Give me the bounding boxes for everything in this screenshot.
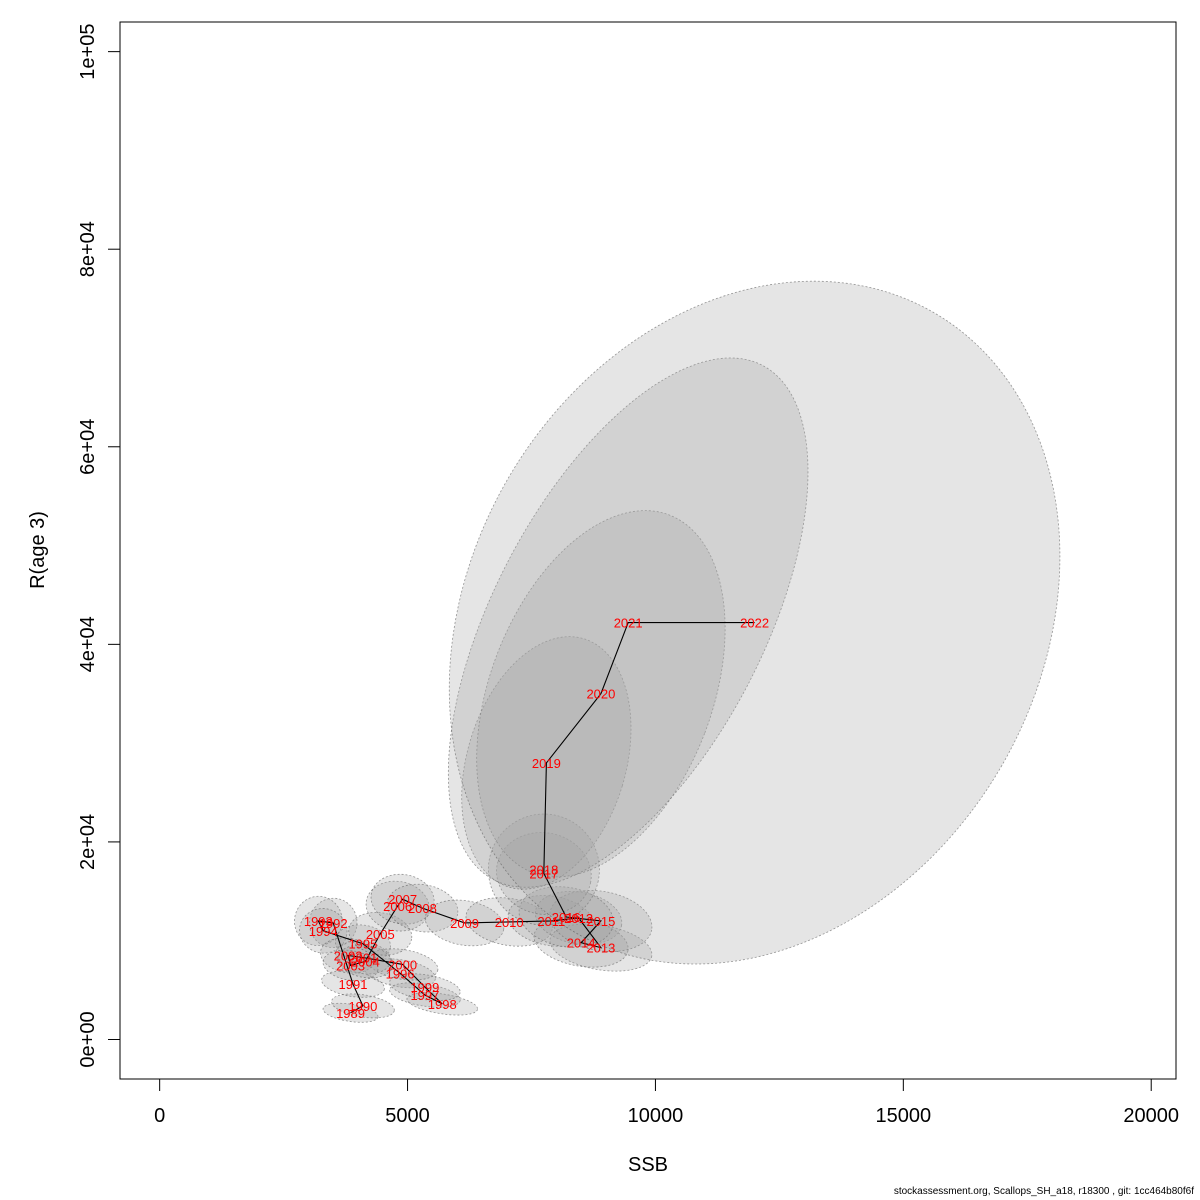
- year-label-2020: 2020: [586, 687, 615, 702]
- year-label-2007: 2007: [388, 892, 417, 907]
- y-tick-label: 0e+00: [77, 1011, 99, 1067]
- year-label-2005: 2005: [366, 927, 395, 942]
- x-axis: 0 5000 10000 15000 20000: [154, 1078, 1179, 1127]
- year-label-2013: 2013: [586, 941, 615, 956]
- y-tick-label: 4e+04: [77, 616, 99, 672]
- year-label-2011: 2011: [537, 914, 565, 929]
- year-label-2014: 2014: [567, 936, 596, 951]
- x-tick-label: 10000: [628, 1105, 684, 1127]
- year-label-2015: 2015: [586, 914, 615, 929]
- year-label-2016: 2016: [552, 910, 581, 925]
- year-label-1993: 1993: [304, 914, 333, 929]
- year-label-1991: 1991: [339, 977, 368, 992]
- year-label-1992: 1992: [319, 916, 348, 931]
- y-tick-label: 6e+04: [77, 419, 99, 475]
- x-tick-label: 20000: [1123, 1105, 1179, 1127]
- x-tick-label: 0: [154, 1105, 165, 1127]
- year-label-1996: 1996: [386, 966, 415, 981]
- year-label-2009: 2009: [450, 916, 479, 931]
- year-label-2006: 2006: [383, 899, 412, 914]
- year-label-2000: 2000: [388, 957, 417, 972]
- year-label-2012: 2012: [564, 911, 593, 926]
- year-label-2021: 2021: [614, 616, 643, 631]
- year-label-1994: 1994: [309, 924, 338, 939]
- year-label-2002: 2002: [334, 949, 363, 964]
- year-label-2003: 2003: [336, 958, 365, 973]
- y-tick-label: 8e+04: [77, 221, 99, 277]
- year-label-1989: 1989: [336, 1006, 365, 1021]
- year-label-1999: 1999: [410, 980, 439, 995]
- y-tick-label: 2e+04: [77, 814, 99, 870]
- year-label-1995: 1995: [348, 937, 377, 952]
- year-label-2008: 2008: [408, 901, 437, 916]
- x-axis-title: SSB: [628, 1154, 668, 1176]
- y-axis: 0e+00 2e+04 4e+04 6e+04 8e+04 1e+05: [77, 24, 121, 1068]
- year-label-2001: 2001: [348, 950, 377, 965]
- year-label-1997: 1997: [410, 988, 439, 1003]
- year-label-2004: 2004: [351, 954, 380, 969]
- year-label-2019: 2019: [532, 756, 561, 771]
- year-label-1998: 1998: [428, 997, 457, 1012]
- trajectory-path: [317, 622, 755, 1014]
- trajectory-line: [317, 622, 755, 1014]
- year-label-2018: 2018: [529, 863, 558, 878]
- year-label-1990: 1990: [348, 999, 377, 1014]
- x-tick-label: 15000: [876, 1105, 932, 1127]
- year-label-2022: 2022: [740, 616, 769, 631]
- y-tick-label: 1e+05: [77, 24, 99, 80]
- year-label-2017: 2017: [529, 867, 558, 882]
- y-axis-title: R(age 3): [27, 511, 49, 589]
- footer-credit: stockassessment.org, Scallops_SH_a18, r1…: [893, 1186, 1194, 1197]
- year-label-2010: 2010: [495, 915, 524, 930]
- x-tick-label: 5000: [385, 1105, 430, 1127]
